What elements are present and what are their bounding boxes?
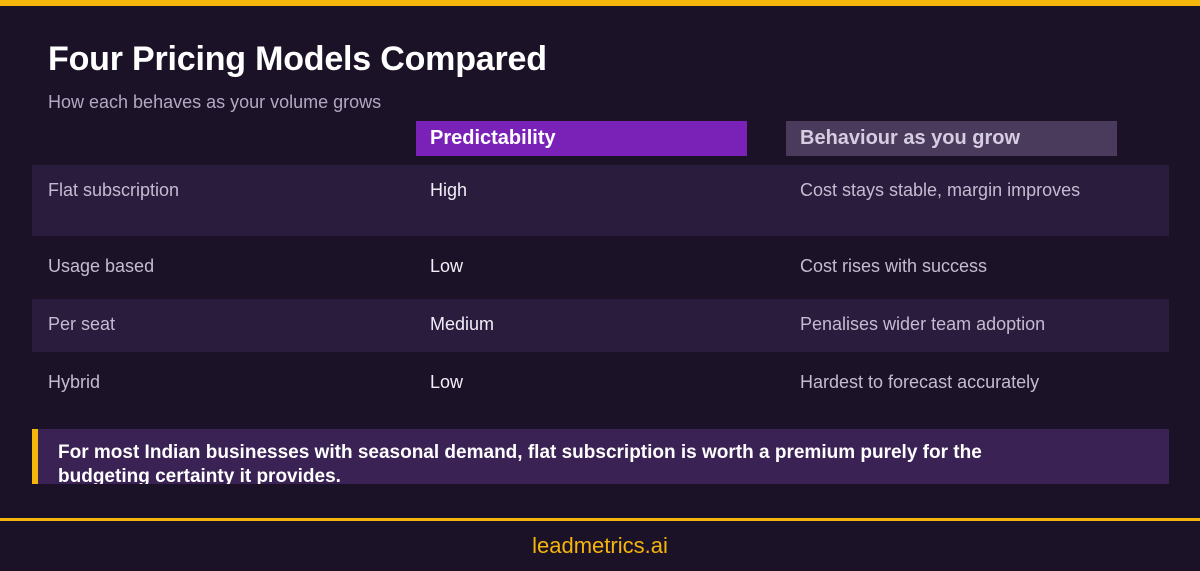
row-predictability: Medium <box>430 314 495 334</box>
page-subtitle: How each behaves as your volume grows <box>48 92 382 112</box>
row-predictability: Low <box>430 372 464 392</box>
callout-box: For most Indian businesses with seasonal… <box>32 429 1169 484</box>
row-model-name: Flat subscription <box>48 180 180 200</box>
column-header-predictability: Predictability <box>416 121 747 156</box>
footer-divider <box>0 518 1200 521</box>
table-row: Usage based Low Cost rises with success <box>32 241 1169 293</box>
table-row: Hybrid Low Hardest to forecast accuratel… <box>32 357 1169 409</box>
row-model-name: Per seat <box>48 314 116 334</box>
top-accent-bar <box>0 0 1200 6</box>
column-header-behaviour: Behaviour as you grow <box>786 121 1117 156</box>
row-behaviour: Cost rises with success <box>800 256 988 276</box>
row-predictability: Low <box>430 256 464 276</box>
row-behaviour: Cost stays stable, margin improves <box>800 180 1081 200</box>
callout-text: For most Indian businesses with seasonal… <box>58 442 982 484</box>
row-behaviour: Penalises wider team adoption <box>800 314 1046 334</box>
row-model-name: Usage based <box>48 256 155 276</box>
table-row: Flat subscription High Cost stays stable… <box>32 165 1169 236</box>
row-predictability: High <box>430 180 468 200</box>
footer-brand: leadmetrics.ai <box>532 533 668 558</box>
row-model-name: Hybrid <box>48 372 101 392</box>
page-title: Four Pricing Models Compared <box>48 40 547 78</box>
row-behaviour: Hardest to forecast accurately <box>800 372 1040 392</box>
table-row: Per seat Medium Penalises wider team ado… <box>32 299 1169 352</box>
